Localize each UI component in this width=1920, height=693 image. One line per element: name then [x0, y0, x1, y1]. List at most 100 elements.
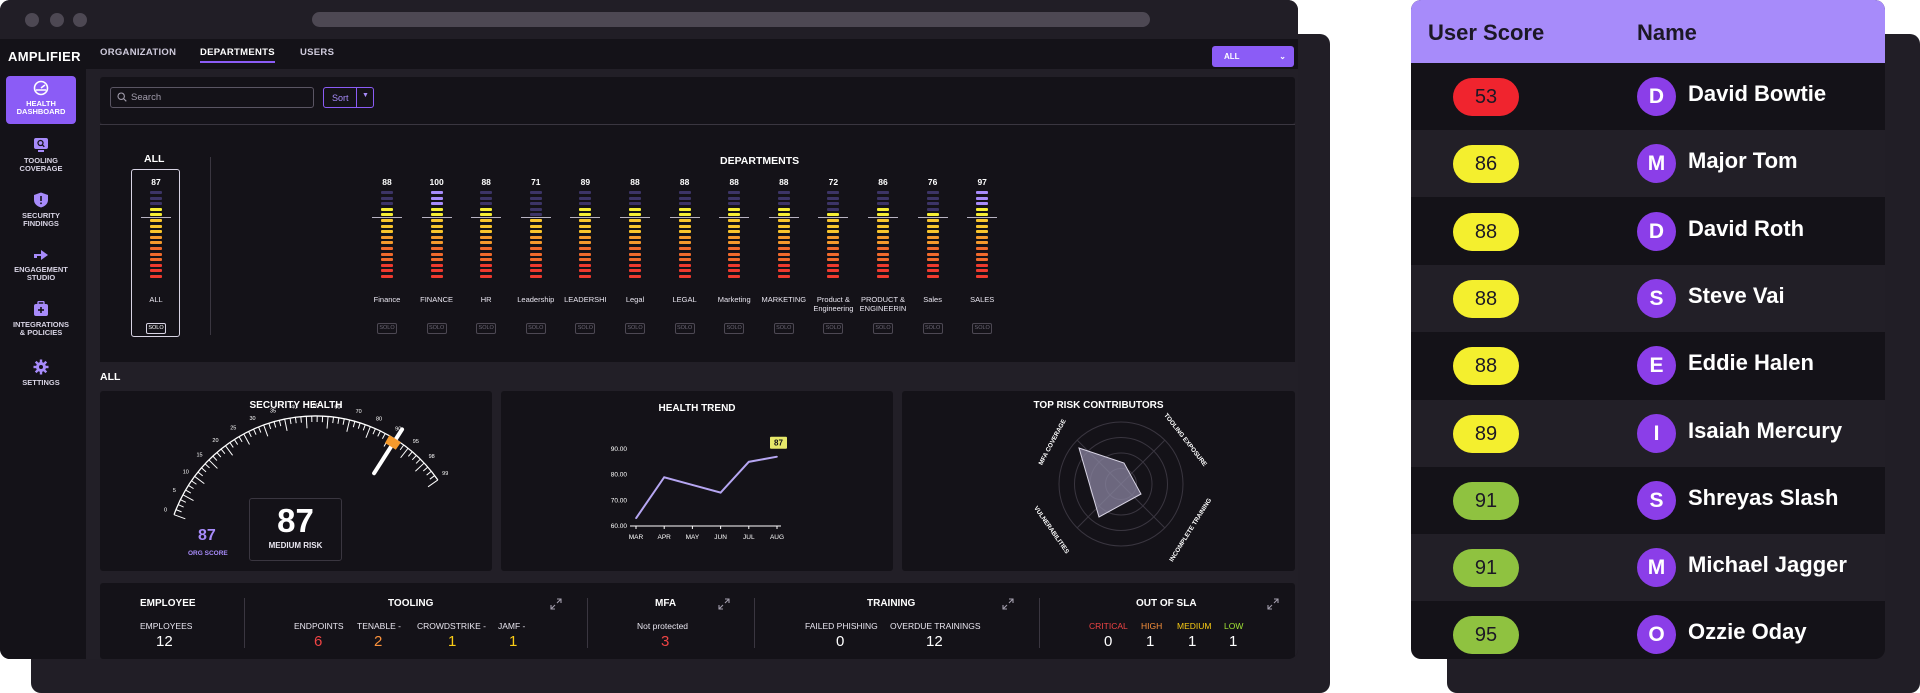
solo-toggle[interactable]: SOLO [476, 323, 497, 334]
score-segment [777, 213, 790, 217]
table-row[interactable]: 95 O Ozzie Oday [1411, 601, 1885, 659]
divider [587, 598, 588, 648]
department-score-column[interactable]: 71 Leadership SOLO [513, 177, 559, 377]
score-segment [629, 196, 641, 200]
table-row[interactable]: 53 D David Bowtie [1411, 63, 1885, 130]
window-minimize-dot[interactable] [50, 13, 64, 27]
caret-down-icon[interactable]: ▼ [362, 92, 369, 99]
score-segment [381, 235, 393, 239]
section-label: ALL [100, 371, 121, 383]
department-score-column[interactable]: 88 Legal SOLO [612, 177, 658, 377]
score-segment [728, 202, 741, 206]
training-item-value: 12 [926, 633, 943, 650]
department-score-column[interactable]: 72 Product & Engineering SOLO [810, 177, 856, 377]
department-score-column[interactable]: 89 LEADERSHI SOLO [562, 177, 608, 377]
score-segment [777, 196, 790, 200]
filter-select[interactable]: ALL ⌄ [1212, 46, 1294, 67]
solo-toggle[interactable]: SOLO [922, 323, 943, 334]
solo-toggle[interactable]: SOLO [146, 323, 166, 334]
search-input[interactable] [131, 90, 309, 105]
address-bar[interactable] [312, 12, 1150, 27]
y-tick-label: 90.00 [611, 446, 628, 453]
expand-icon[interactable] [1267, 598, 1279, 610]
radar-ring [1058, 421, 1184, 547]
score-segment [430, 252, 443, 256]
window-maximize-dot[interactable] [73, 13, 87, 27]
score-segment [430, 219, 443, 222]
score-segment [976, 224, 989, 228]
sidebar-item-tooling-coverage[interactable]: TOOLING COVERAGE [6, 133, 76, 181]
trend-point [691, 484, 694, 486]
trend-point [719, 491, 722, 494]
tooling-item-label: ENDPOINTS [294, 621, 344, 631]
card-title: SECURITY HEALTH [249, 400, 343, 411]
solo-toggle[interactable]: SOLO [873, 323, 893, 334]
sidebar-item-integrations[interactable]: INTEGRATIONS & POLICIES [6, 297, 76, 345]
solo-toggle[interactable]: SOLO [377, 323, 397, 334]
expand-icon[interactable] [718, 598, 730, 610]
score-segment [678, 230, 691, 234]
expand-icon[interactable] [550, 598, 562, 610]
table-row[interactable]: 91 M Michael Jagger [1411, 534, 1885, 602]
table-row[interactable]: 88 S Steve Vai [1411, 264, 1885, 332]
score-segment [827, 235, 840, 239]
department-score-column[interactable]: 88 LEGAL SOLO [662, 177, 708, 377]
radar-axis-label: VULNERABILITIES [1032, 505, 1070, 555]
solo-toggle[interactable]: SOLO [972, 323, 993, 334]
solo-toggle[interactable]: SOLO [575, 323, 596, 334]
score-segment [777, 230, 790, 234]
sidebar-item-engagement-studio[interactable]: ENGAGEMENT STUDIO [6, 242, 76, 290]
solo-toggle[interactable]: SOLO [525, 323, 546, 334]
expand-icon[interactable] [1002, 598, 1014, 610]
department-score-column[interactable]: 86 PRODUCT & ENGINEERIN SOLO [860, 177, 906, 377]
column-score: 88 [382, 177, 392, 187]
avatar: S [1637, 480, 1676, 520]
table-row[interactable]: 88 D David Roth [1411, 198, 1885, 265]
column-header-score[interactable]: User Score [1428, 20, 1545, 45]
gauge-tick-label: 0 [164, 508, 167, 514]
solo-toggle[interactable]: SOLO [823, 323, 844, 334]
score-segment [150, 207, 162, 211]
solo-toggle[interactable]: SOLO [625, 323, 645, 334]
avatar: E [1637, 346, 1676, 386]
department-score-column[interactable]: 76 Sales SOLO [910, 177, 956, 377]
table-row[interactable]: 86 M Major Tom [1411, 130, 1885, 198]
department-score-column[interactable]: 88 Finance SOLO [364, 177, 410, 377]
table-row[interactable]: 89 I Isaiah Mercury [1411, 399, 1885, 467]
score-segment [629, 252, 641, 256]
score-column-all[interactable]: 87 ALL SOLO [133, 177, 179, 377]
tab-departments[interactable]: DEPARTMENTS [200, 47, 275, 63]
window-close-dot[interactable] [25, 13, 39, 27]
column-header-name[interactable]: Name [1637, 20, 1697, 45]
department-score-column[interactable]: 88 Marketing SOLO [711, 177, 757, 377]
department-score-column[interactable]: 88 HR SOLO [463, 177, 509, 377]
department-score-column[interactable]: 88 MARKETING SOLO [761, 177, 807, 377]
sidebar-item-settings[interactable]: SETTINGS [6, 355, 76, 403]
gauge-tick-label: 5 [173, 488, 176, 494]
column-threshold-line [471, 217, 502, 218]
table-row[interactable]: 88 E Eddie Halen [1411, 332, 1885, 399]
card-title: TOP RISK CONTRIBUTORS [1033, 400, 1164, 411]
score-segment [877, 230, 889, 234]
score-segment [579, 247, 592, 250]
department-score-column[interactable]: 100 FINANCE SOLO [414, 177, 460, 377]
solo-toggle[interactable]: SOLO [426, 323, 447, 334]
gauge-icon [33, 80, 49, 96]
solo-toggle[interactable]: SOLO [674, 323, 695, 334]
tab-organization[interactable]: ORGANIZATION [100, 47, 177, 58]
score-segment [976, 241, 989, 245]
sla-item-label: CRITICAL [1089, 621, 1128, 631]
sort-button[interactable]: Sort ▼ [323, 87, 374, 108]
gauge-tick [225, 445, 233, 456]
sidebar-item-security-findings[interactable]: SECURITY FINDINGS [6, 188, 76, 236]
solo-toggle[interactable]: SOLO [724, 323, 745, 334]
department-score-column[interactable]: 97 SALES SOLO [959, 177, 1005, 377]
score-segment [480, 213, 493, 217]
y-tick-label: 80.00 [611, 472, 628, 479]
solo-toggle[interactable]: SOLO [773, 323, 794, 334]
search-box [110, 87, 314, 108]
sidebar-item-health-dashboard[interactable]: HEALTH DASHBOARD [6, 76, 76, 124]
radar-shape [1078, 447, 1142, 518]
tab-users[interactable]: USERS [300, 47, 335, 58]
table-row[interactable]: 91 S Shreyas Slash [1411, 467, 1885, 534]
